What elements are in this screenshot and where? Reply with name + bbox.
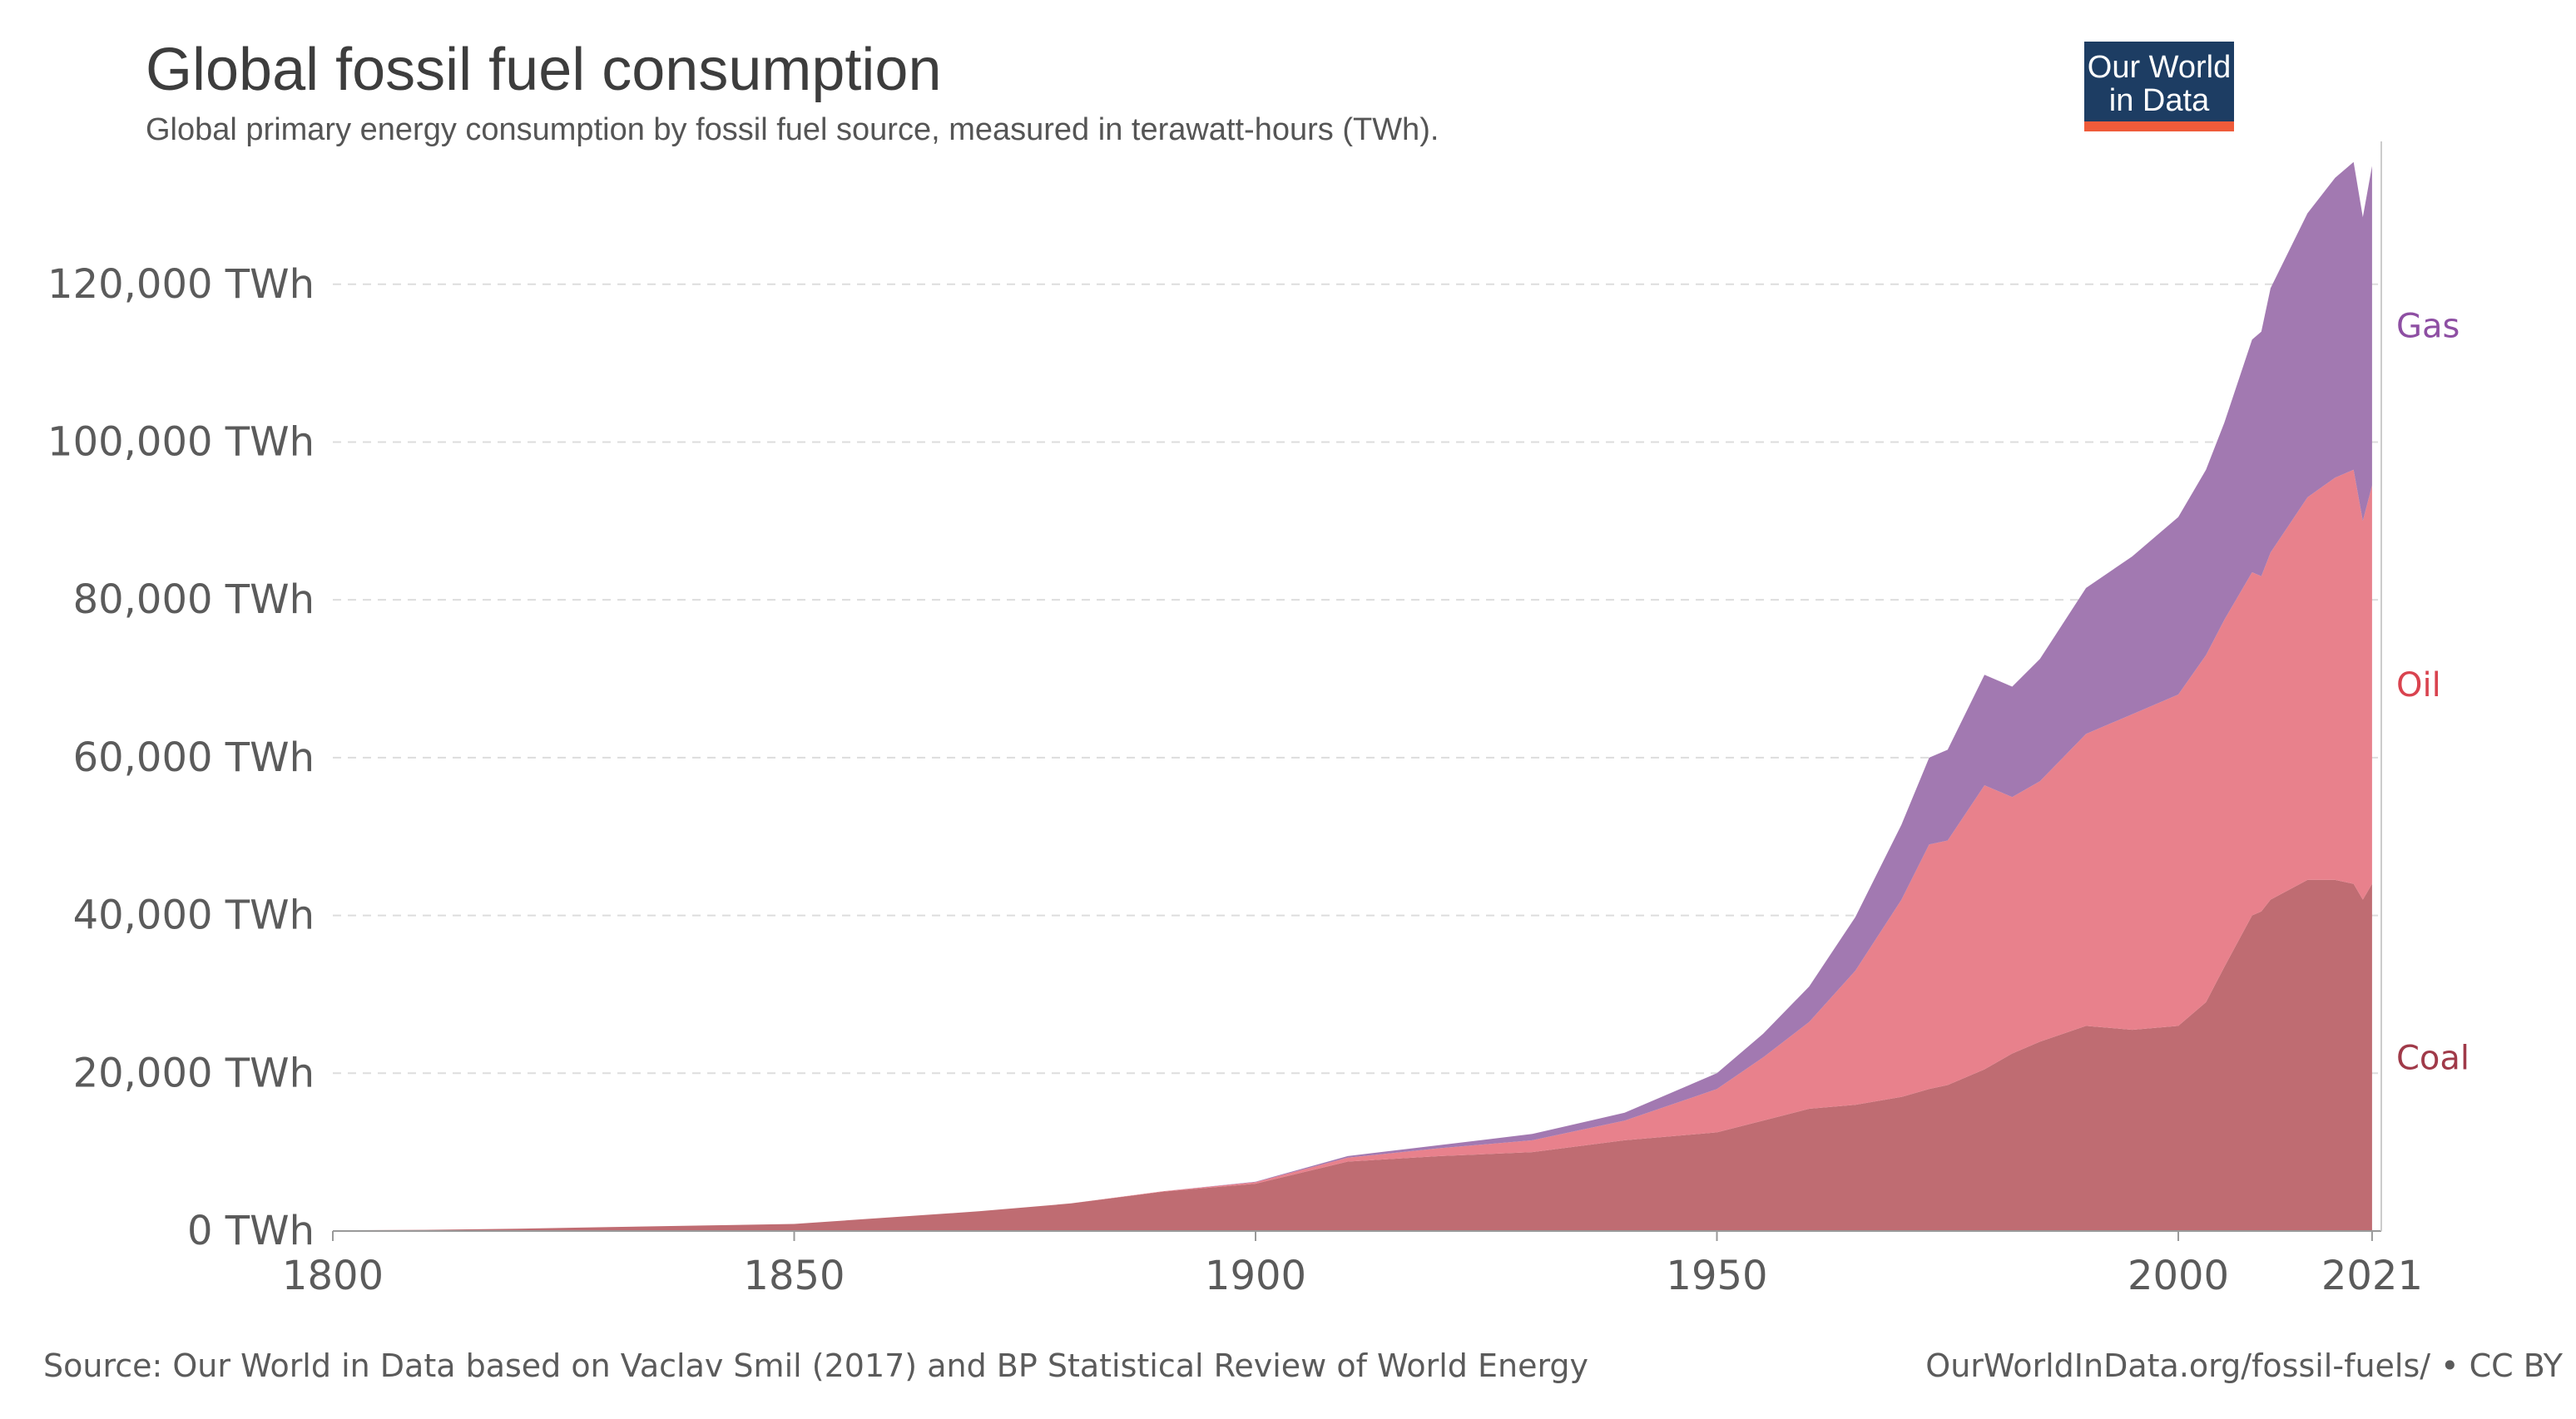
url-credit[interactable]: OurWorldInData.org/fossil-fuels/ • CC BY <box>1925 1347 2564 1384</box>
series-label-coal[interactable]: Coal <box>2396 1039 2469 1077</box>
y-tick-label: 100,000 TWh <box>47 418 315 465</box>
logo-background <box>2084 42 2234 121</box>
y-tick-label: 40,000 TWh <box>73 892 315 939</box>
y-tick-label: 80,000 TWh <box>73 576 315 623</box>
x-tick-label: 1800 <box>282 1253 384 1299</box>
series-label-gas[interactable]: Gas <box>2396 308 2460 346</box>
x-tick-label: 2021 <box>2321 1253 2423 1299</box>
y-tick-label: 20,000 TWh <box>73 1050 315 1096</box>
x-tick-label: 1850 <box>743 1253 845 1299</box>
y-tick-label: 0 TWh <box>187 1208 315 1254</box>
logo-accent-bar <box>2084 121 2234 131</box>
source-note: Source: Our World in Data based on Vacla… <box>43 1347 1588 1384</box>
series-label-oil[interactable]: Oil <box>2396 666 2441 705</box>
chart-subtitle: Global primary energy consumption by fos… <box>146 112 1439 147</box>
x-axis: 1800 1850 1900 1950 2000 2021 <box>282 141 2423 1299</box>
x-tick-label: 1900 <box>1205 1253 1306 1299</box>
area-coal[interactable] <box>333 879 2372 1231</box>
y-tick-label: 60,000 TWh <box>73 734 315 781</box>
logo-line-2: in Data <box>2109 83 2210 118</box>
x-tick-label: 1950 <box>1666 1253 1767 1299</box>
logo-line-1: Our World <box>2088 50 2231 85</box>
y-axis: 0 TWh 20,000 TWh 40,000 TWh 60,000 TWh 80,00… <box>47 261 315 1254</box>
chart-title: Global fossil fuel consumption <box>146 37 942 103</box>
x-tick-label: 2000 <box>2128 1253 2229 1299</box>
series-labels: Coal Oil Gas <box>2396 308 2469 1078</box>
stacked-areas <box>333 161 2372 1231</box>
owid-logo[interactable]: Our World in Data <box>2084 42 2234 131</box>
grid-lines <box>333 283 2381 1075</box>
area-oil[interactable] <box>333 469 2372 1231</box>
y-tick-label: 120,000 TWh <box>47 261 315 308</box>
